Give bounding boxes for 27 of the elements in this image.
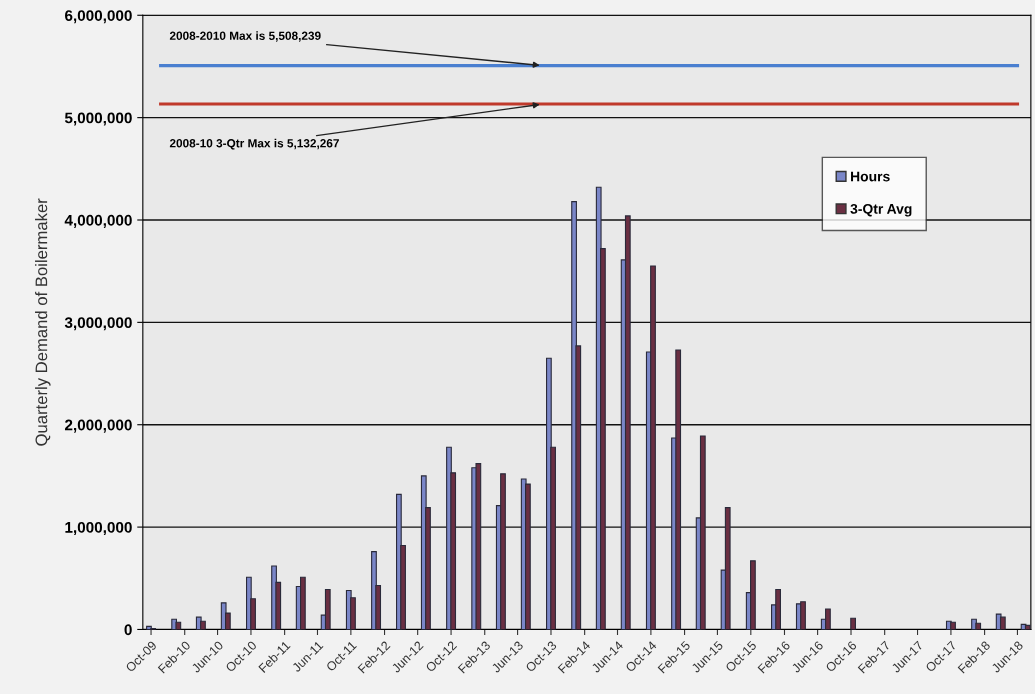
legend-label: Hours: [851, 171, 890, 182]
bar: [975, 622, 982, 630]
bar: [500, 473, 506, 630]
y-tick-label: 1,000,000: [65, 521, 132, 535]
y-tick-label: 0: [124, 624, 132, 636]
bar: [200, 620, 206, 630]
bar: [475, 463, 482, 630]
y-tick-label: 2,000,000: [64, 419, 132, 433]
y-tick-label: 4,000,000: [64, 214, 132, 228]
bar: [800, 601, 806, 630]
ref-line-label: 2008-10 3-Qtr Max is 5,132,267: [169, 138, 339, 150]
bar: [624, 215, 631, 630]
bar: [825, 608, 831, 630]
bar: [724, 507, 731, 630]
bar: [775, 588, 781, 630]
y-tick-label: 6,000,000: [65, 10, 132, 24]
ref-line-label: 2008-2010 Max is 5,508,239: [169, 31, 321, 42]
y-tick-label: 5,000,000: [64, 112, 132, 126]
bar: [175, 621, 182, 630]
y-tick-label: 3,000,000: [64, 317, 132, 331]
bar: [675, 349, 682, 630]
bar: [699, 435, 706, 630]
bar: [999, 616, 1006, 630]
bar: [299, 576, 306, 630]
y-axis-title: Quarterly Demand of Boilermaker: [35, 198, 51, 446]
legend-label: 3-Qtr Avg: [850, 203, 912, 217]
bar: [324, 588, 331, 630]
